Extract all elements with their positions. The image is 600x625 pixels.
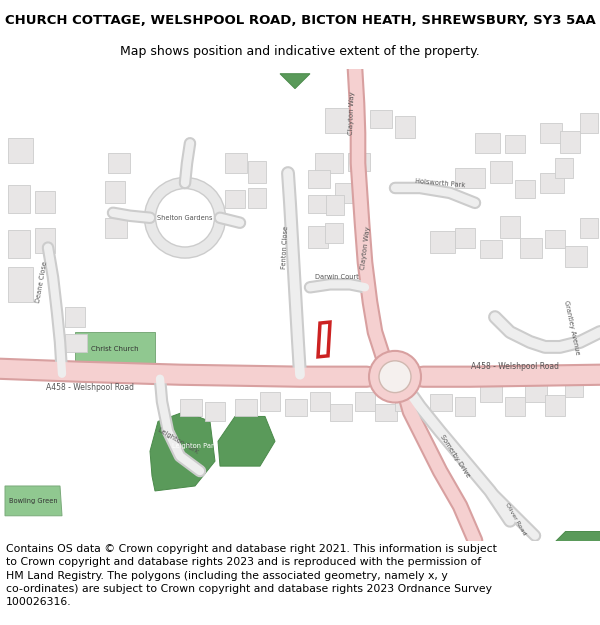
Bar [540,123,562,143]
Bar [490,161,512,183]
Bar [455,397,475,416]
Bar [65,334,87,352]
Bar [395,116,415,138]
Bar [540,173,564,193]
Text: A458 - Welshpool Road: A458 - Welshpool Road [471,362,559,371]
Bar [355,392,375,411]
Bar [430,394,452,411]
Bar [105,181,125,203]
Bar [505,397,525,416]
Text: Darwin Court: Darwin Court [315,274,359,281]
Circle shape [369,351,421,403]
Bar [395,392,415,411]
Text: Oliver Road: Oliver Road [504,502,526,536]
Polygon shape [555,531,600,541]
Text: Shelton Gardens: Shelton Gardens [157,215,213,221]
Bar [260,392,280,411]
Bar [515,180,535,198]
Bar [348,153,370,171]
Text: Christ Church: Christ Church [91,346,139,352]
Bar [35,191,55,213]
Circle shape [379,361,411,392]
Bar [326,195,344,215]
Bar [315,153,343,173]
Bar [520,238,542,258]
Text: Leighton Park: Leighton Park [157,428,199,455]
Bar [375,404,397,421]
Bar [105,217,127,238]
Bar [580,217,598,238]
Bar [325,222,343,243]
Bar [285,399,307,416]
Bar [65,307,85,327]
Bar [430,231,455,253]
Bar [580,114,598,133]
Polygon shape [75,332,155,372]
Bar [248,188,266,208]
Bar [560,131,580,153]
Text: Holsworth Park: Holsworth Park [415,178,465,188]
Bar [525,384,547,401]
Bar [545,394,565,416]
Bar [565,377,583,397]
Text: Deane Close: Deane Close [35,261,49,304]
Bar [330,404,352,421]
Bar [480,239,502,258]
Bar [8,268,33,302]
Bar [455,168,485,188]
Bar [480,384,502,401]
Text: Fenton Close: Fenton Close [281,226,289,269]
Bar [248,161,266,183]
Bar [310,392,330,411]
Polygon shape [280,74,310,89]
Bar [325,109,357,133]
Text: A458 - Welshpool Road: A458 - Welshpool Road [46,383,134,392]
Bar [505,135,525,153]
Text: Bowling Green: Bowling Green [8,498,58,504]
Bar [35,228,55,253]
Polygon shape [318,322,330,357]
Polygon shape [5,486,62,516]
Bar [205,401,225,421]
Bar [545,229,565,248]
Polygon shape [218,416,275,466]
Polygon shape [150,411,215,491]
Text: Clayton Way: Clayton Way [361,226,371,269]
Bar [455,228,475,248]
Bar [565,246,587,268]
Text: CHURCH COTTAGE, WELSHPOOL ROAD, BICTON HEATH, SHREWSBURY, SY3 5AA: CHURCH COTTAGE, WELSHPOOL ROAD, BICTON H… [5,14,595,27]
Bar [8,185,30,213]
Bar [555,158,573,178]
Bar [108,153,130,173]
Bar [308,195,330,212]
Bar [335,183,353,203]
Bar [180,399,202,416]
Text: Leighton Park: Leighton Park [172,443,218,449]
Bar [225,153,247,173]
Bar [500,216,520,238]
Bar [8,229,30,258]
Text: Somerby Drive: Somerby Drive [439,434,471,479]
Bar [308,226,328,248]
Bar [235,399,257,416]
Bar [225,190,245,208]
Bar [475,133,500,153]
Text: Clayton Way: Clayton Way [348,91,356,136]
Text: Contains OS data © Crown copyright and database right 2021. This information is : Contains OS data © Crown copyright and d… [6,544,497,607]
Text: Grantley Avenue: Grantley Avenue [563,299,581,355]
Bar [308,170,330,188]
Bar [8,138,33,163]
Bar [370,111,392,128]
Text: Map shows position and indicative extent of the property.: Map shows position and indicative extent… [120,46,480,58]
